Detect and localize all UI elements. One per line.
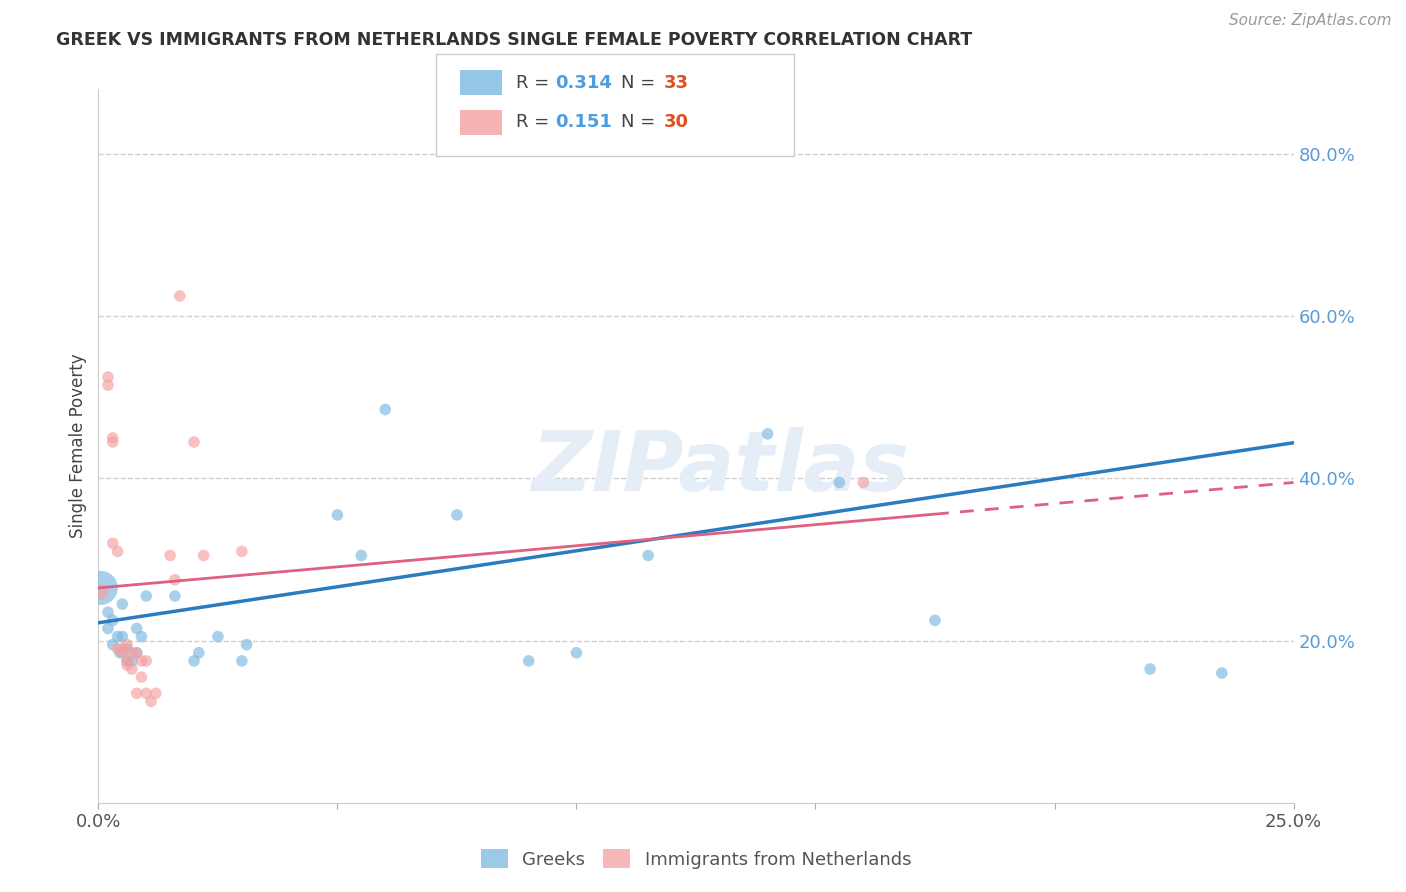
Point — [231, 654, 253, 668]
Point — [101, 536, 124, 550]
Point — [125, 622, 148, 636]
Text: 0.314: 0.314 — [555, 74, 612, 92]
Point — [115, 657, 138, 672]
Point — [637, 549, 659, 563]
Point — [183, 654, 205, 668]
Point — [517, 654, 540, 668]
Point — [115, 654, 138, 668]
Text: R =: R = — [516, 113, 555, 131]
Point — [107, 630, 129, 644]
Point — [924, 613, 946, 627]
Point — [131, 670, 153, 684]
Point — [135, 686, 157, 700]
Point — [756, 426, 779, 441]
Point — [159, 549, 181, 563]
Text: GREEK VS IMMIGRANTS FROM NETHERLANDS SINGLE FEMALE POVERTY CORRELATION CHART: GREEK VS IMMIGRANTS FROM NETHERLANDS SIN… — [56, 31, 973, 49]
Point — [121, 654, 143, 668]
Point — [135, 654, 157, 668]
Point — [107, 544, 129, 558]
Text: N =: N = — [621, 74, 661, 92]
Point — [145, 686, 167, 700]
Point — [231, 544, 253, 558]
Point — [187, 646, 209, 660]
Point — [125, 686, 148, 700]
Point — [193, 549, 215, 563]
Point — [111, 641, 134, 656]
Point — [183, 434, 205, 449]
Text: R =: R = — [516, 74, 555, 92]
Point — [374, 402, 396, 417]
Text: Source: ZipAtlas.com: Source: ZipAtlas.com — [1229, 13, 1392, 29]
Point — [101, 431, 124, 445]
Legend: Greeks, Immigrants from Netherlands: Greeks, Immigrants from Netherlands — [474, 842, 918, 876]
Point — [115, 638, 138, 652]
Point — [90, 581, 112, 595]
Text: 30: 30 — [664, 113, 689, 131]
Point — [350, 549, 373, 563]
Point — [135, 589, 157, 603]
Text: ZIPatlas: ZIPatlas — [531, 427, 908, 508]
Text: 33: 33 — [664, 74, 689, 92]
Point — [97, 605, 120, 619]
Point — [235, 638, 257, 652]
Point — [121, 646, 143, 660]
Point — [97, 622, 120, 636]
Point — [131, 630, 153, 644]
Point — [852, 475, 875, 490]
Point — [111, 630, 134, 644]
Point — [111, 646, 134, 660]
Point — [107, 641, 129, 656]
Point — [90, 585, 112, 599]
Point — [111, 597, 134, 611]
Text: 0.151: 0.151 — [555, 113, 612, 131]
Y-axis label: Single Female Poverty: Single Female Poverty — [69, 354, 87, 538]
Point — [125, 646, 148, 660]
Point — [101, 613, 124, 627]
Point — [101, 434, 124, 449]
Point — [115, 654, 138, 668]
Point — [101, 638, 124, 652]
Point — [97, 370, 120, 384]
Point — [169, 289, 191, 303]
Point — [115, 641, 138, 656]
Point — [163, 589, 186, 603]
Point — [131, 654, 153, 668]
Point — [1211, 666, 1233, 681]
Point — [446, 508, 468, 522]
Point — [565, 646, 588, 660]
Point — [121, 662, 143, 676]
Point — [125, 646, 148, 660]
Point — [1139, 662, 1161, 676]
Point — [163, 573, 186, 587]
Text: N =: N = — [621, 113, 661, 131]
Point — [828, 475, 851, 490]
Point — [97, 378, 120, 392]
Point — [326, 508, 349, 522]
Point — [207, 630, 229, 644]
Point — [108, 646, 131, 660]
Point — [139, 694, 162, 708]
